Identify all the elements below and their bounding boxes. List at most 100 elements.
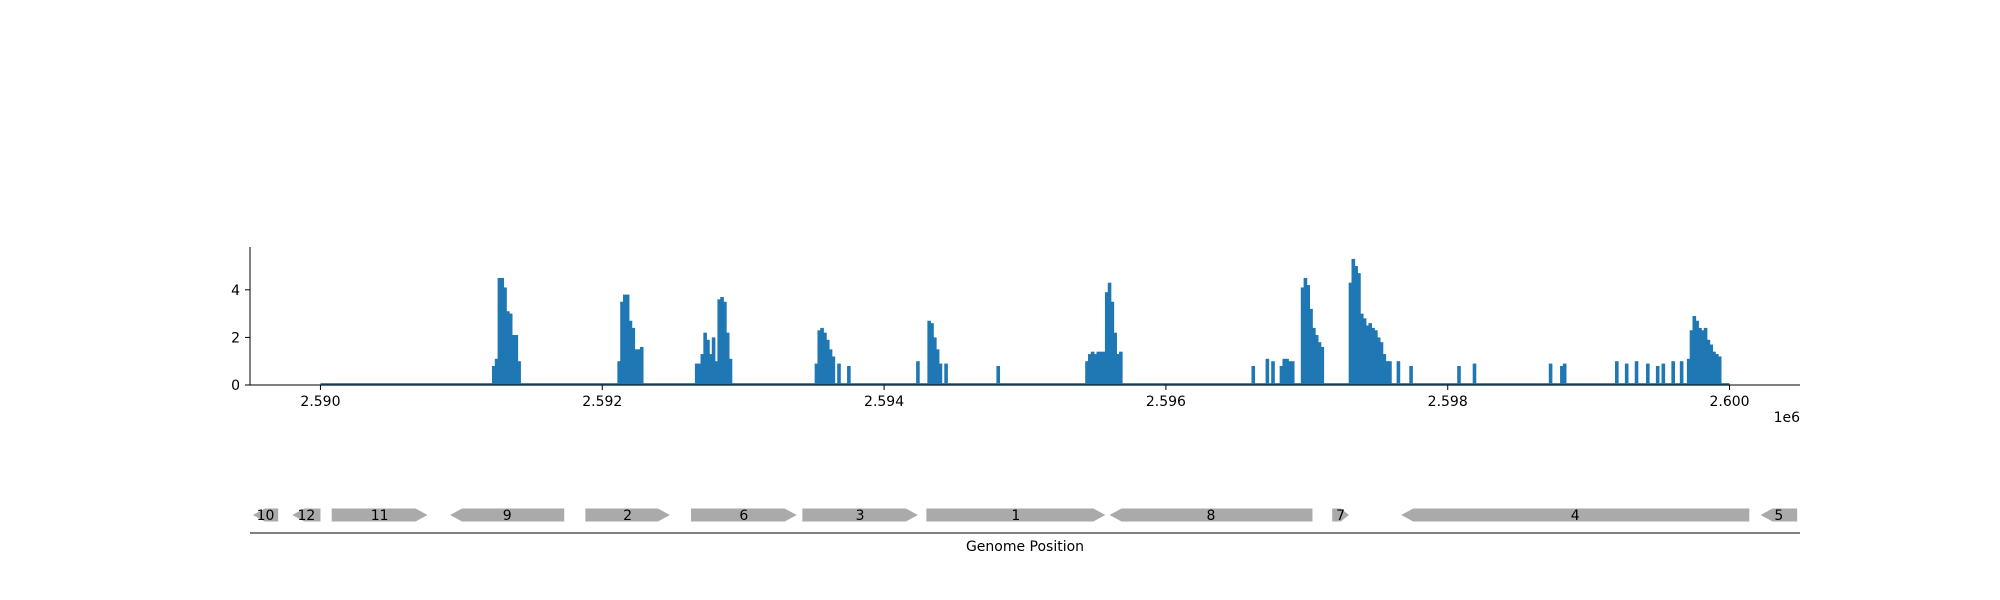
coverage-bar: [1271, 361, 1275, 385]
coverage-bar: [1288, 361, 1292, 385]
gene-label: 4: [1571, 508, 1580, 524]
coverage-bar: [1314, 335, 1319, 385]
gene-label: 9: [503, 508, 512, 524]
gene-arrow: [1332, 508, 1350, 522]
coverage-bar: [508, 313, 513, 385]
coverage-bar: [823, 332, 827, 385]
coverage-bar: [1312, 327, 1316, 385]
gene-arrow: [1401, 508, 1750, 522]
coverage-bar: [706, 339, 710, 385]
coverage-bar: [1379, 342, 1384, 385]
coverage-bar: [1686, 358, 1691, 385]
coverage-bar: [1300, 287, 1305, 385]
coverage-bar: [694, 363, 699, 385]
coverage-bar: [927, 320, 931, 385]
coverage-bar: [723, 301, 727, 385]
coverage-bar: [1689, 330, 1694, 385]
gene-track-xlabel: Genome Position: [966, 539, 1084, 555]
coverage-bar: [1548, 363, 1553, 385]
coverage-bar: [708, 354, 713, 385]
gene-arrow: [292, 508, 321, 522]
coverage-bar: [1624, 363, 1629, 385]
coverage-bar: [847, 365, 851, 385]
gene-track: 10 12 11 9 2 6 3 1 8 7 4 5 Genome Position: [250, 508, 1800, 555]
coverage-bar: [620, 301, 624, 385]
gene-label: 5: [1774, 508, 1783, 524]
coverage-bar: [506, 311, 510, 385]
coverage-bar: [1088, 354, 1092, 385]
coverage-bar: [930, 323, 934, 385]
coverage-bar: [1351, 258, 1356, 385]
gene-arrow: [1760, 508, 1798, 522]
coverage-bar: [944, 363, 948, 385]
coverage-bar: [938, 363, 943, 385]
coverage-bar: [1365, 325, 1370, 385]
coverage-bar: [639, 346, 644, 385]
coverage-bar: [1382, 354, 1387, 385]
coverage-bar: [1368, 323, 1373, 385]
coverage-bar: [725, 332, 730, 385]
coverage-bar: [1265, 358, 1270, 385]
coverage-bar: [625, 294, 630, 385]
coverage-bar: [634, 349, 638, 385]
coverage-bar: [1306, 285, 1311, 385]
coverage-bar: [1671, 361, 1675, 385]
coverage-bar: [935, 349, 940, 385]
coverage-bar: [817, 330, 822, 385]
coverage-bar: [1695, 320, 1699, 385]
coverage-bar: [814, 363, 819, 385]
coverage-bar: [1388, 361, 1392, 385]
coverage-bar: [1110, 301, 1115, 385]
coverage-bar: [1709, 344, 1714, 385]
coverage-bar: [1376, 337, 1381, 385]
y-tick-label: 4: [231, 283, 240, 299]
coverage-bar: [637, 349, 641, 385]
coverage-bar: [514, 335, 519, 385]
gene-arrow: [331, 508, 428, 522]
coverage-bar: [503, 287, 507, 385]
gene-features: 10 12 11 9 2 6 3 1 8 7 4 5: [252, 508, 1798, 524]
coverage-bar: [1396, 361, 1401, 385]
coverage-bar: [1703, 327, 1708, 385]
x-axis-ticks: 2.590 2.592 2.594 2.596 2.598 2.600: [300, 385, 1750, 410]
coverage-bar: [1698, 327, 1702, 385]
x-tick-label: 2.598: [1428, 394, 1468, 410]
coverage-bar: [1285, 358, 1289, 385]
coverage-bar: [828, 349, 833, 385]
coverage-bar: [1661, 363, 1666, 385]
coverage-bar: [714, 361, 719, 385]
gene-arrow: [252, 508, 279, 522]
gene-label: 12: [297, 508, 315, 524]
x-tick-label: 2.592: [582, 394, 622, 410]
coverage-bar: [1562, 363, 1567, 385]
coverage-bar: [1359, 313, 1364, 385]
coverage-bar: [1303, 277, 1308, 385]
x-tick-label: 2.594: [864, 394, 904, 410]
coverage-bar: [916, 361, 920, 385]
gene-label: 1: [1011, 508, 1020, 524]
coverage-bar: [1692, 316, 1697, 385]
gene-arrow: [1109, 508, 1313, 522]
coverage-bar: [1279, 365, 1284, 385]
coverage-bar: [1646, 363, 1650, 385]
coverage-bar: [1634, 361, 1639, 385]
gene-arrow: [926, 508, 1106, 522]
coverage-bar: [1655, 365, 1660, 385]
coverage-bar: [491, 365, 496, 385]
coverage-bar: [933, 337, 937, 385]
coverage-bar: [497, 277, 502, 385]
x-tick-label: 2.600: [1709, 394, 1749, 410]
gene-label: 2: [623, 508, 632, 524]
coverage-bar: [837, 363, 841, 385]
coverage-bar: [1706, 339, 1711, 385]
gene-arrow: [585, 508, 670, 522]
coverage-bar: [1457, 365, 1461, 385]
coverage-bar: [1409, 365, 1413, 385]
coverage-bar: [1282, 358, 1287, 385]
gene-arrow: [450, 508, 565, 522]
coverage-bar: [517, 361, 521, 385]
coverage-bar: [1560, 365, 1564, 385]
coverage-bar: [1090, 351, 1095, 385]
coverage-bar: [1717, 356, 1722, 385]
coverage-bar: [623, 294, 627, 385]
